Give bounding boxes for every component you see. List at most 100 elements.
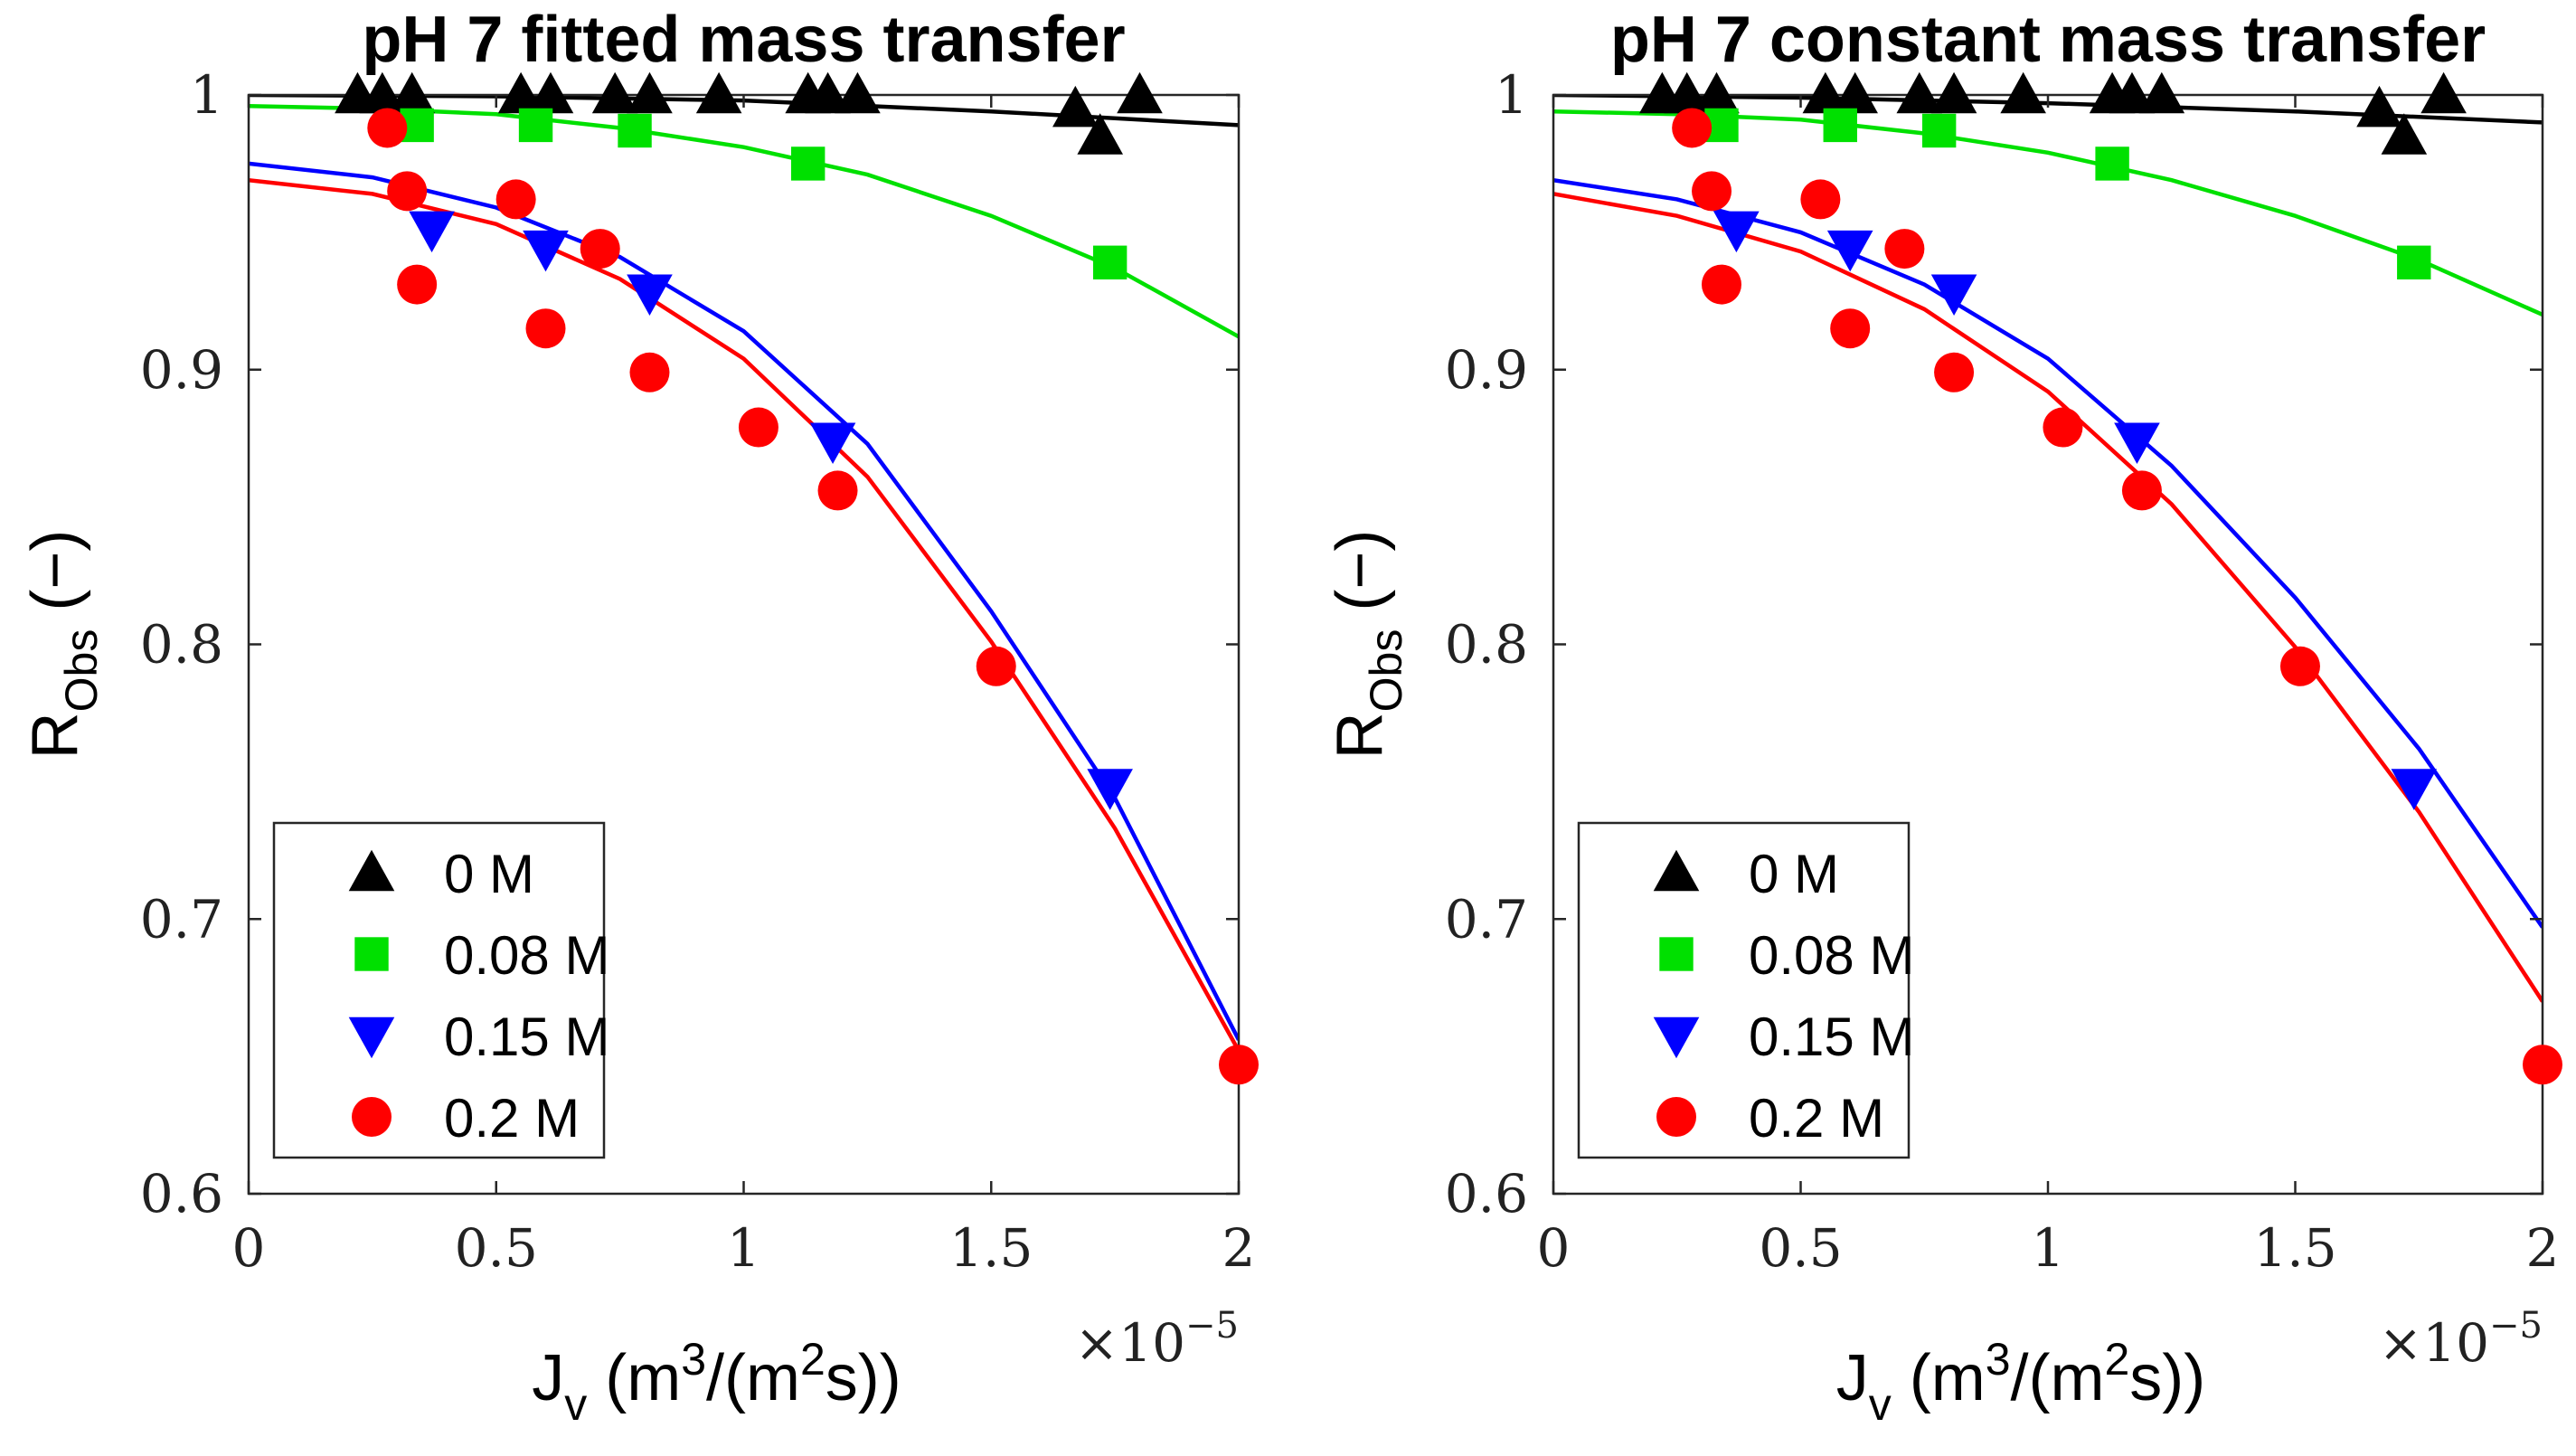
data-point-0.2M: [495, 179, 536, 220]
legend-box: [272, 821, 606, 1159]
data-point-0M: [805, 71, 851, 114]
data-point-0M: [1077, 113, 1123, 155]
x-exponent-label: ×10−5: [2379, 1305, 2543, 1374]
data-point-0M: [2381, 113, 2428, 155]
y-tick-label: 0.7: [140, 888, 223, 950]
y-tick-label: 0.6: [140, 1163, 223, 1224]
data-markers: [335, 71, 1259, 1085]
y-axis-label: RObs (−): [1324, 530, 1411, 760]
data-point-0.15M: [1713, 211, 1760, 253]
legend-label: 0.2 M: [444, 1088, 580, 1149]
legend-label: 0.08 M: [444, 925, 609, 986]
data-point-0.2M: [738, 407, 778, 448]
legend-marker: [1653, 1016, 1700, 1059]
data-point-0.08M: [1092, 245, 1128, 279]
data-point-0.2M: [629, 352, 670, 392]
chart-title: pH 7 fitted mass transfer: [362, 4, 1125, 76]
data-point-0.2M: [397, 264, 438, 305]
y-tick-label: 0.6: [1445, 1163, 1528, 1224]
data-point-0M: [389, 71, 435, 114]
x-tick-label: 0: [232, 1217, 266, 1279]
data-point-0M: [1832, 71, 1878, 114]
data-point-0M: [359, 71, 406, 114]
data-point-0.2M: [2523, 1045, 2562, 1085]
data-point-0.2M: [817, 470, 858, 511]
data-point-0.15M: [1826, 230, 1873, 272]
y-tick-label: 1: [1495, 64, 1528, 126]
x-axis-label: Jv (m3/(m2s)): [1836, 1334, 2206, 1430]
data-point-0.2M: [1934, 352, 1975, 392]
data-point-0.08M: [2397, 245, 2431, 279]
chart-panel-2: 0 0.5 1 1.5 2 0.6 0.7 0.8 0.9 1 pH 7 constant mass…: [1324, 4, 2562, 1430]
data-point-0M: [627, 71, 673, 114]
fit-line-0.15M: [1553, 177, 2543, 929]
x-tick-label: 0.5: [455, 1217, 538, 1279]
data-point-0.2M: [1884, 229, 1925, 269]
legend-label: 0 M: [1749, 844, 1839, 904]
data-point-0M: [1896, 71, 1943, 114]
x-tick-label: 1.5: [2253, 1217, 2336, 1279]
data-point-0.08M: [790, 147, 826, 181]
data-point-0.2M: [580, 229, 620, 269]
data-point-0M: [1930, 71, 1977, 114]
data-point-0.08M: [1921, 113, 1957, 148]
data-point-0M: [497, 71, 544, 114]
x-tick-label: 1.5: [949, 1217, 1033, 1279]
y-tick-label: 0.9: [140, 339, 223, 401]
x-tick-label: 1: [727, 1217, 760, 1279]
y-axis-label: RObs (−): [19, 530, 107, 760]
data-point-0.08M: [2095, 147, 2129, 181]
data-point-0M: [2000, 71, 2046, 114]
legend-label: 0.15 M: [444, 1007, 609, 1067]
data-point-0M: [1664, 71, 1710, 114]
data-point-0.15M: [1087, 769, 1133, 810]
legend-marker: [1653, 849, 1700, 892]
legend-label: 0.08 M: [1749, 925, 1914, 986]
legend-label: 0.15 M: [1749, 1007, 1914, 1067]
y-tick-label: 0.7: [1445, 888, 1528, 950]
data-markers: [1639, 71, 2562, 1085]
chart-title: pH 7 constant mass transfer: [1610, 4, 2486, 76]
data-point-0.15M: [409, 211, 455, 253]
data-point-0.15M: [2391, 769, 2438, 810]
x-tick-label: 2: [1222, 1217, 1256, 1279]
data-point-0M: [695, 71, 742, 114]
data-point-0.15M: [627, 274, 673, 316]
y-tick-label: 0.9: [1445, 339, 1528, 401]
data-point-0M: [1052, 85, 1099, 128]
fit-line-0.2M: [1553, 192, 2543, 1003]
data-point-0.15M: [2114, 422, 2160, 465]
data-point-0.2M: [1830, 308, 1871, 349]
data-point-0.2M: [2121, 470, 2162, 511]
data-point-0M: [527, 71, 574, 114]
data-point-0M: [2109, 71, 2156, 114]
data-point-0.08M: [1823, 108, 1857, 143]
legend-marker: [352, 1097, 392, 1137]
data-point-0M: [2356, 85, 2402, 128]
data-point-0.15M: [1930, 274, 1977, 316]
chart-panel-1: 0 0.5 1 1.5 2 0.6 0.7 0.8 0.9 1 pH 7 fitted mass t…: [19, 4, 1259, 1430]
data-point-0.2M: [1800, 179, 1841, 220]
x-tick-label: 2: [2526, 1217, 2560, 1279]
legend: 0 M 0.08 M 0.15 M 0.2 M: [272, 821, 609, 1159]
y-tick-label: 0.8: [1445, 614, 1528, 676]
data-point-0M: [2420, 71, 2467, 114]
y-tick-label: 1: [190, 64, 223, 126]
data-point-0.2M: [1692, 171, 1732, 212]
x-exponent-label: ×10−5: [1075, 1305, 1239, 1374]
legend-box: [1577, 821, 1911, 1159]
data-point-0.15M: [523, 230, 569, 272]
data-point-0M: [2138, 71, 2185, 114]
legend-label: 0 M: [444, 844, 534, 904]
legend-marker: [348, 849, 395, 892]
legend: 0 M 0.08 M 0.15 M 0.2 M: [1577, 821, 1914, 1159]
data-point-0.08M: [618, 113, 652, 148]
x-tick-label: 1: [2032, 1217, 2065, 1279]
data-point-0.2M: [976, 646, 1016, 686]
data-point-0.2M: [2279, 646, 2320, 686]
data-point-0.2M: [1672, 108, 1713, 148]
legend-marker: [1659, 937, 1694, 971]
legend-marker: [348, 1016, 395, 1059]
data-point-0.15M: [809, 422, 856, 465]
